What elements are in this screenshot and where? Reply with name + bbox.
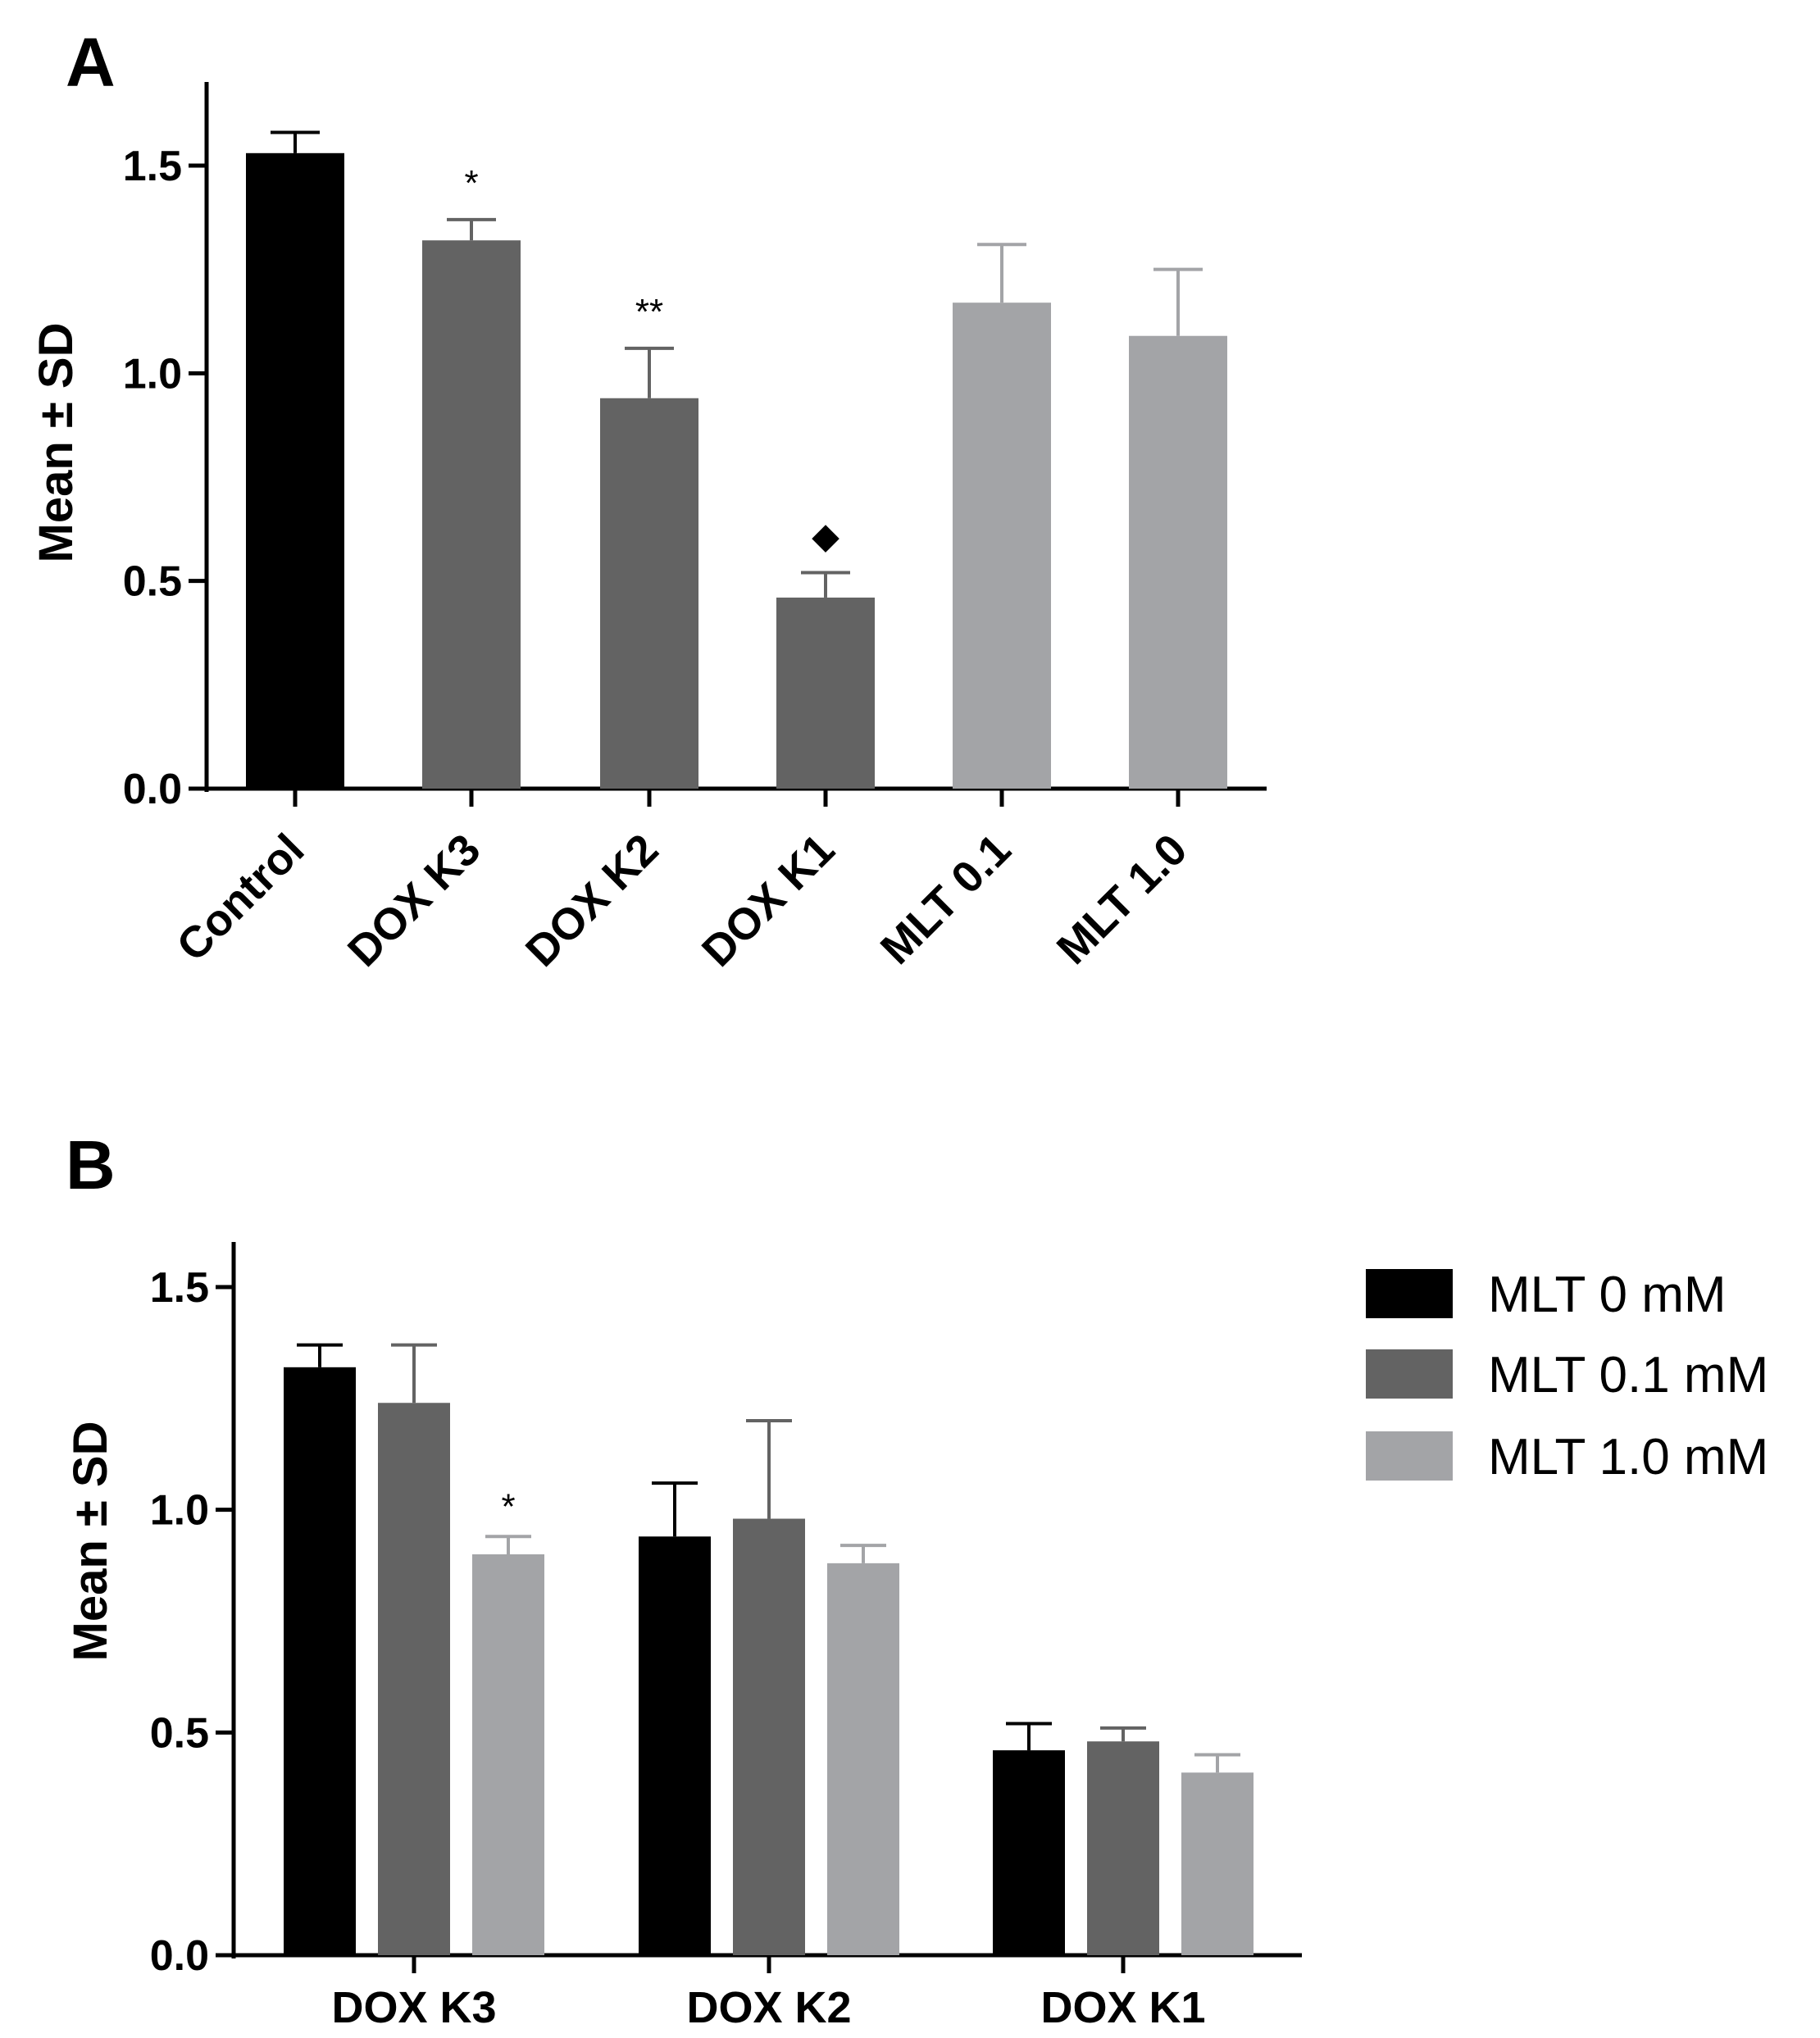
panel-b-bars: * (284, 1343, 1254, 1955)
panel-a-x-tick-label: DOX K1 (693, 825, 844, 976)
legend-label-3: MLT 1.0 mM (1488, 1429, 1768, 1485)
panel-a-x-tick-label: Control (167, 825, 313, 971)
legend-label-2: MLT 0.1 mM (1488, 1347, 1768, 1403)
panel-a-y-tick-label: 1.0 (123, 350, 182, 398)
panel-a-significance-label: ◆ (812, 516, 839, 557)
panel-a-x-tick-label: DOX K2 (516, 825, 668, 976)
panel-b-x-tick-label: DOX K2 (686, 1983, 851, 2032)
legend-label-1: MLT 0 mM (1488, 1267, 1727, 1323)
panel-b-bar-2-2 (733, 1518, 805, 1955)
panel-a-y-tick-label: 0.5 (123, 558, 182, 606)
panel-a-bars: ***◆ (246, 130, 1227, 789)
panel-b-y-tick-label: 1.5 (150, 1264, 209, 1312)
panel-b-y-axis-title: Mean ± SD (64, 1422, 117, 1662)
panel-b-bar-1-3 (472, 1554, 544, 1955)
panel-b-bar-3-1 (993, 1750, 1065, 1955)
panel-b-letter: B (66, 1126, 116, 1203)
panel-a-bar-6 (1129, 335, 1227, 789)
panel-b-y-tick-label: 0.5 (150, 1709, 209, 1757)
panel-b-y-tick-label: 1.0 (150, 1487, 209, 1535)
panel-b-bar-1-2 (378, 1403, 450, 1955)
panel-a-y-tick-label: 1.5 (123, 143, 182, 190)
panel-b-legend: MLT 0 mM MLT 0.1 mM MLT 1.0 mM (1366, 1267, 1768, 1485)
panel-b-x-tick-label: DOX K3 (331, 1983, 496, 2032)
panel-a-significance-label: ** (635, 292, 663, 332)
panel-b-bar-1-1 (284, 1367, 356, 1955)
panel-a-y-axis-title: Mean ± SD (30, 323, 83, 563)
panel-a-bar-1 (246, 152, 344, 789)
legend-swatch-3 (1366, 1431, 1453, 1481)
panel-a-bar-5 (953, 303, 1051, 789)
panel-b-x-tick-label: DOX K1 (1040, 1983, 1205, 2032)
panel-a-bar-2 (422, 240, 521, 789)
panel-a-x-tick-label: MLT 1.0 (1048, 825, 1197, 974)
panel-a-bar-4 (776, 597, 875, 789)
panel-a-y-tick-label: 0.0 (123, 766, 182, 813)
legend-swatch-1 (1366, 1269, 1453, 1318)
legend-swatch-2 (1366, 1349, 1453, 1399)
panel-b-bar-3-2 (1087, 1741, 1159, 1955)
panel-b-bar-3-3 (1181, 1772, 1254, 1955)
panel-a-x-tick-label: MLT 0.1 (871, 825, 1021, 974)
panel-b: B Mean ± SD 0.0 0.5 1.0 1.5 DOX K3 DOX K2 DOX … (64, 1126, 1768, 2032)
panel-a-letter: A (66, 24, 116, 101)
panel-b-y-tick-label: 0.0 (150, 1932, 209, 1980)
panel-a-significance-label: * (464, 163, 478, 203)
panel-a-bar-3 (600, 398, 698, 789)
panel-a-x-tick-label: DOX K3 (339, 825, 490, 976)
panel-b-bar-2-1 (639, 1536, 711, 1955)
panel-b-bar-2-3 (827, 1563, 899, 1955)
panel-b-significance-label: * (501, 1486, 515, 1526)
